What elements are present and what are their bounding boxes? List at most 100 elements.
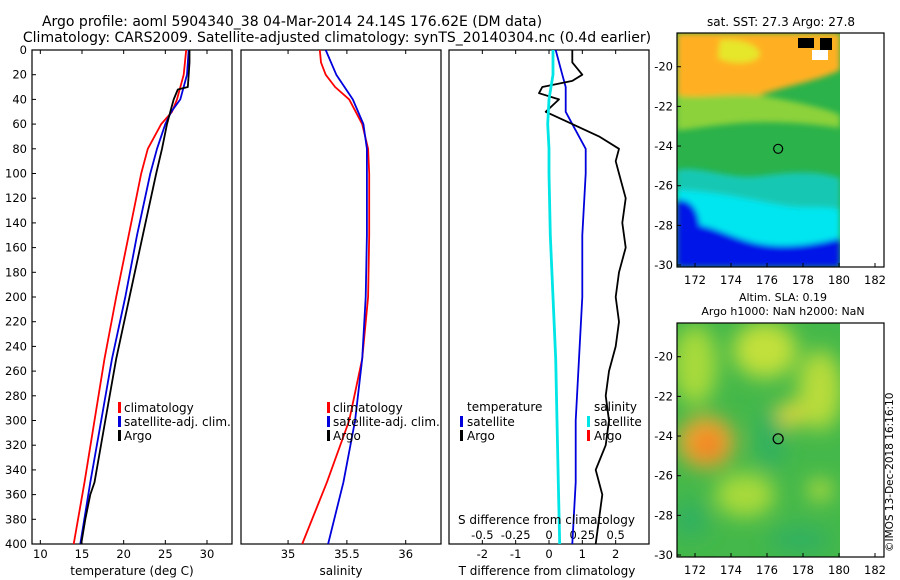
map-x-tick-label: 174	[720, 273, 742, 287]
map-y-tick-label: -26	[654, 179, 673, 193]
x2-tick-label: -0.25	[501, 528, 531, 542]
legend-swatch-argo	[118, 430, 121, 441]
y-tick-label: 180	[5, 265, 27, 279]
temperature-line-2	[80, 50, 191, 545]
legend-label-argo: Argo	[124, 429, 152, 443]
y-tick-label: 160	[5, 241, 27, 255]
legend-label-t-argo: Argo	[467, 429, 495, 443]
legend-label-satellite: satellite-adj. clim.	[333, 415, 440, 429]
salinity-panel: 35 35.5 36 salinity climatology satellite-…	[240, 49, 442, 578]
credit-text: ©IMOS 13-Dec-2018 16:16:10	[884, 392, 896, 552]
y-tick-label: 0	[20, 43, 27, 57]
legend-label-satellite: satellite-adj. clim.	[124, 415, 231, 429]
figure-title-line1: Argo profile: aoml 5904340_38 04-Mar-201…	[42, 14, 542, 30]
map-y-tick-label: -22	[654, 389, 673, 403]
map-x-tick-label: 176	[756, 273, 778, 287]
y-tick-label: 260	[5, 364, 27, 378]
map-x-tick-label: 174	[720, 563, 742, 577]
x2-tick-label: 0.5	[607, 528, 625, 542]
x-tick-label: 1	[579, 547, 586, 561]
legend-swatch-satellite	[118, 416, 121, 427]
difference-x-label: T difference from climatology	[458, 564, 636, 578]
x-tick-label: -2	[477, 547, 488, 561]
y-tick-label: 20	[12, 68, 27, 82]
legend-label-t-satellite: satellite	[467, 415, 515, 429]
map-y-tick-label: -24	[654, 429, 673, 443]
argo-location-marker	[772, 433, 784, 445]
y-tick-label: 300	[5, 414, 27, 428]
figure-title-line2: Climatology: CARS2009. Satellite-adjuste…	[23, 30, 651, 46]
y-tick-label: 80	[12, 142, 27, 156]
temperature-panel: 0 20 40 60 80 100 120 140 160 180 200 220 240 260 280 3…	[5, 43, 453, 578]
legend-swatch-s-argo	[587, 430, 590, 441]
map-y-tick-label: -24	[654, 139, 673, 153]
difference-line-1	[538, 50, 627, 545]
sst-map: sat. SST: 27.3 Argo: 27.8 172 174 176 178 18…	[654, 15, 886, 287]
y-tick-label: 340	[5, 463, 27, 477]
x2-tick-label: 0	[545, 528, 552, 542]
temperature-x-label: temperature (deg C)	[70, 564, 193, 578]
temperature-line-1	[79, 49, 190, 545]
sst-map-y-ticks: -20 -22 -24 -26 -28 -30	[654, 60, 681, 272]
x-tick-label: 35.5	[334, 547, 360, 561]
salinity-x-ticks: 35 35.5 36	[281, 50, 413, 561]
y-tick-label: 140	[5, 216, 27, 230]
legend-label-argo: Argo	[333, 429, 361, 443]
x-tick-label: 20	[116, 547, 131, 561]
temperature-x-ticks: 10 15 20 25 30	[33, 50, 214, 561]
legend-label-s-satellite: satellite	[594, 415, 642, 429]
map-x-tick-label: 182	[864, 563, 886, 577]
map-x-tick-label: 180	[828, 563, 850, 577]
map-y-tick-label: -28	[654, 218, 673, 232]
y-tick-label: 280	[5, 389, 27, 403]
legend-label-climatology: climatology	[124, 401, 194, 415]
sst-map-x-ticks: 172 174 176 178 180 182	[684, 263, 886, 287]
salinity-legend: climatology satellite-adj. clim. Argo	[327, 401, 440, 443]
temperature-legend: climatology satellite-adj. clim. Argo	[118, 401, 231, 443]
legend-swatch-t-argo	[460, 430, 463, 441]
temperature-line-0	[72, 49, 188, 545]
map-y-tick-label: -26	[654, 469, 673, 483]
y-tick-label: 120	[5, 191, 27, 205]
temperature-axes-frame	[31, 49, 233, 545]
difference-series	[538, 49, 627, 545]
legend-swatch-satellite	[327, 416, 330, 427]
sst-map-title: sat. SST: 27.3 Argo: 27.8	[707, 15, 855, 29]
x-tick-label: 30	[200, 547, 215, 561]
y-tick-label: 40	[12, 92, 27, 106]
sst-field	[677, 33, 884, 267]
x-tick-label: 0	[545, 547, 552, 561]
y-tick-label: 200	[5, 290, 27, 304]
map-y-tick-label: -30	[654, 258, 673, 272]
difference-x2-label: S difference from climatology	[458, 513, 635, 527]
y-tick-label: 240	[5, 339, 27, 353]
sla-map-subtitle: Argo h1000: NaN h2000: NaN	[701, 305, 864, 318]
map-y-tick-label: -20	[654, 60, 673, 74]
legend-label-s-argo: Argo	[594, 429, 622, 443]
y-tick-label: 400	[5, 537, 27, 551]
legend-title-salinity: salinity	[594, 400, 637, 414]
sla-map-title: Altim. SLA: 0.19	[739, 291, 827, 304]
y-tick-label: 320	[5, 438, 27, 452]
salinity-x-label: salinity	[319, 564, 362, 578]
x-tick-label: -1	[510, 547, 521, 561]
y-tick-label: 360	[5, 488, 27, 502]
legend-swatch-s-satellite	[587, 416, 590, 427]
sla-map-frame	[676, 322, 885, 558]
map-x-tick-label: 172	[684, 563, 706, 577]
legend-swatch-argo	[327, 430, 330, 441]
x-tick-label: 35	[281, 547, 296, 561]
difference-line-2	[546, 50, 562, 545]
x2-tick-label: -0.5	[471, 528, 493, 542]
salinity-axes-frame	[240, 49, 442, 545]
sla-map: Altim. SLA: 0.19 Argo h1000: NaN h2000: …	[654, 291, 886, 577]
argo-location-marker	[773, 143, 784, 154]
y-tick-label: 220	[5, 315, 27, 329]
difference-x-ticks: -2 -1 0 1 2 -0.5 -0.25 0 0.25 0.5	[471, 50, 625, 561]
x-tick-label: 15	[75, 547, 90, 561]
map-y-tick-label: -28	[654, 508, 673, 522]
temperature-series	[72, 49, 191, 545]
map-x-tick-label: 176	[756, 563, 778, 577]
legend-title-temperature: temperature	[467, 400, 542, 414]
